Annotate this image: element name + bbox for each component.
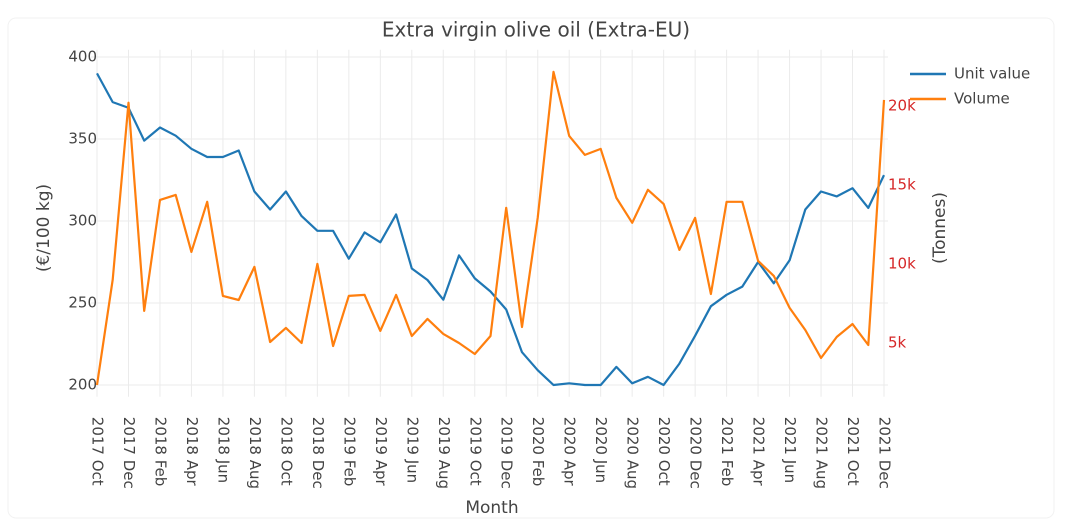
x-axis-title: Month xyxy=(465,498,518,518)
y-axis-title: (€/100 kg) xyxy=(34,184,54,272)
x-tick-label: 2017 Oct xyxy=(89,417,107,486)
x-tick-label: 2020 Jun xyxy=(592,417,610,483)
x-tick-label: 2018 Dec xyxy=(309,417,327,489)
x-tick-label: 2018 Jun xyxy=(214,417,232,483)
x-tick-label: 2021 Dec xyxy=(876,417,894,489)
x-tick-label: 2020 Apr xyxy=(561,417,579,487)
x-tick-label: 2018 Aug xyxy=(246,417,264,489)
x-tick-label: 2021 Feb xyxy=(718,417,736,487)
x-tick-label: 2018 Apr xyxy=(183,417,201,487)
y-tick-label: 400 xyxy=(68,47,97,65)
x-tick-label: 2020 Feb xyxy=(529,417,547,487)
x-tick-label: 2021 Aug xyxy=(813,417,831,489)
x-tick-label: 2019 Apr xyxy=(372,417,390,487)
line xyxy=(95,70,886,386)
y2-axis-title: (Tonnes) xyxy=(930,192,950,264)
y-tick-label: 300 xyxy=(68,211,97,229)
line xyxy=(96,72,885,387)
x-tick-label: 2019 Oct xyxy=(466,417,484,486)
x-tick-label: 2019 Feb xyxy=(340,417,358,487)
y-tick-label: 200 xyxy=(68,375,97,393)
chart-title: Extra virgin olive oil (Extra-EU) xyxy=(382,18,690,42)
x-tick-label: 2017 Dec xyxy=(120,417,138,489)
x-tick-label: 2018 Feb xyxy=(151,417,169,487)
legend-label: Unit value xyxy=(954,65,1030,83)
y-tick-label: 350 xyxy=(68,129,97,147)
x-tick-label: 2020 Aug xyxy=(624,417,642,489)
x-tick-label: 2019 Aug xyxy=(435,417,453,489)
x-tick-label: 2019 Jun xyxy=(403,417,421,483)
x-tick-label: 2020 Dec xyxy=(687,417,705,489)
x-tick-label: 2018 Oct xyxy=(277,417,295,486)
x-tick-label: 2021 Jun xyxy=(781,417,799,483)
legend-label: Volume xyxy=(954,90,1010,108)
x-tick-label: 2019 Dec xyxy=(498,417,516,489)
y2-tick-label: 10k xyxy=(888,254,916,272)
y-tick-label: 250 xyxy=(68,293,97,311)
y2-tick-label: 5k xyxy=(888,333,907,351)
x-tick-label: 2020 Oct xyxy=(655,417,673,486)
x-tick-label: 2021 Apr xyxy=(750,417,768,487)
x-tick-label: 2021 Oct xyxy=(844,417,862,486)
y2-tick-label: 20k xyxy=(888,96,916,114)
y2-tick-label: 15k xyxy=(888,175,916,193)
